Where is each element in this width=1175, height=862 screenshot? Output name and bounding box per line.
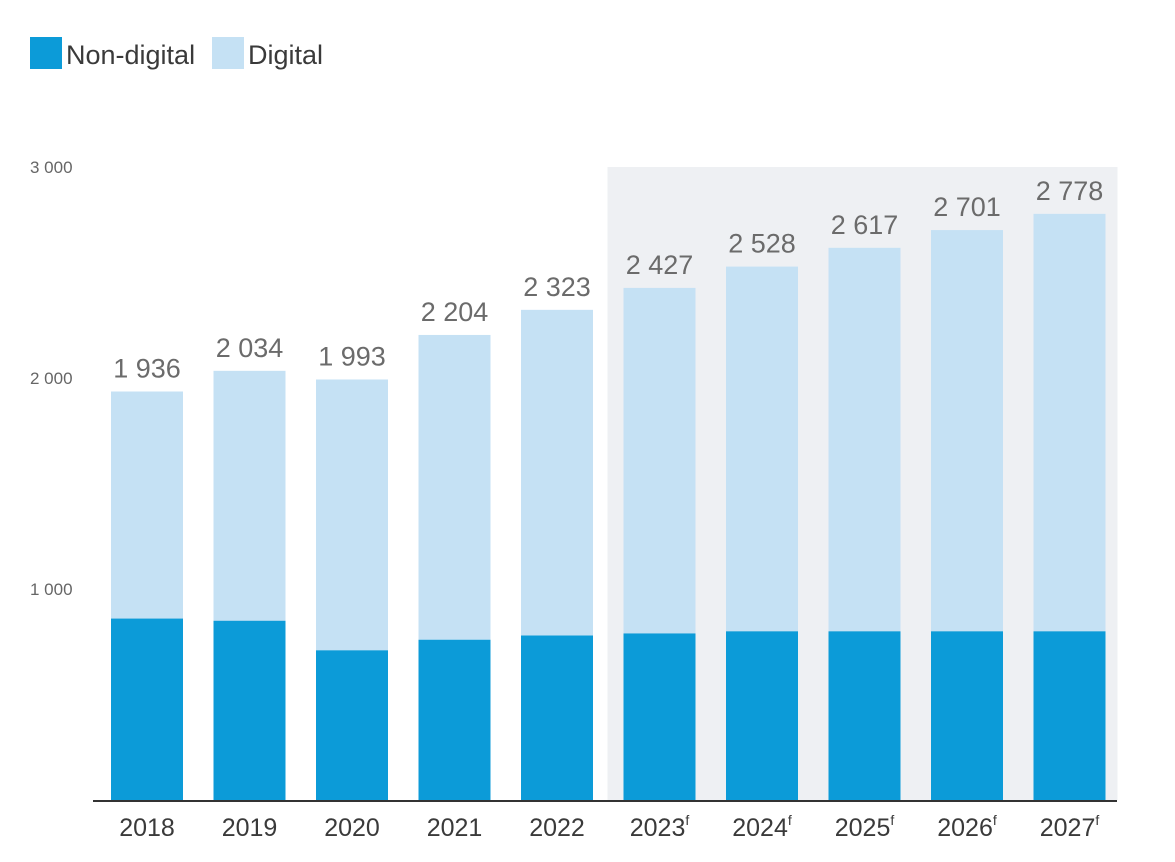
- x-tick-label-2023: 2023f: [630, 812, 690, 842]
- total-label-2019: 2 034: [216, 333, 284, 363]
- y-tick-label: 1 000: [30, 580, 73, 599]
- bar-non-digital-2018: [111, 618, 183, 800]
- bars: [111, 213, 1106, 800]
- total-labels: 1 936 2 034 1 993 2 204 2 323 2 427 2 528 2 617…: [113, 176, 1103, 384]
- x-tick-label-2024: 2024f: [732, 812, 792, 842]
- x-tick-label-2019: 2019: [222, 814, 278, 842]
- total-label-2023: 2 427: [626, 250, 694, 280]
- y-axis: 1 000 2 000 3 000: [30, 158, 73, 599]
- bar-non-digital-2021: [418, 639, 491, 800]
- x-tick-label-2018: 2018: [119, 814, 175, 842]
- bar-digital-2018: [111, 391, 183, 619]
- x-tick-label-2021: 2021: [427, 814, 483, 842]
- bar-non-digital-2026: [931, 631, 1003, 800]
- y-tick-label: 2 000: [30, 369, 73, 388]
- bar-digital-2023: [623, 287, 696, 634]
- total-label-2025: 2 617: [831, 210, 899, 240]
- bar-non-digital-2019: [213, 620, 286, 800]
- bar-digital-2021: [418, 334, 491, 640]
- bar-digital-2024: [726, 266, 798, 632]
- bar-non-digital-2023: [623, 633, 696, 800]
- legend: Non-digital Digital: [30, 37, 323, 70]
- bar-non-digital-2025: [828, 631, 901, 800]
- x-tick-label-2022: 2022: [529, 814, 585, 842]
- legend-swatch-non-digital: [30, 37, 62, 69]
- x-tick-label-2027: 2027f: [1040, 812, 1100, 842]
- bar-digital-2025: [828, 247, 901, 632]
- legend-label-non-digital: Non-digital: [66, 40, 195, 70]
- bar-non-digital-2024: [726, 631, 798, 800]
- bar-non-digital-2022: [521, 635, 593, 800]
- bar-non-digital-2020: [316, 650, 388, 800]
- x-tick-label-2026: 2026f: [937, 812, 997, 842]
- x-tick-label-2020: 2020: [324, 814, 380, 842]
- legend-swatch-digital: [212, 37, 244, 69]
- total-label-2018: 1 936: [113, 354, 181, 384]
- bar-digital-2019: [213, 370, 286, 621]
- total-label-2020: 1 993: [318, 341, 386, 371]
- total-label-2027: 2 778: [1036, 176, 1104, 206]
- bar-non-digital-2027: [1033, 631, 1106, 800]
- total-label-2026: 2 701: [933, 192, 1001, 222]
- bar-digital-2022: [521, 309, 593, 636]
- bar-digital-2026: [931, 230, 1003, 632]
- bar-digital-2020: [316, 379, 388, 651]
- total-label-2024: 2 528: [728, 229, 796, 259]
- bar-digital-2027: [1033, 213, 1106, 632]
- x-axis: 2018 2019 2020 2021 2022 2023f 2024f 2025f 2026f…: [119, 812, 1099, 842]
- total-label-2022: 2 323: [523, 272, 591, 302]
- total-label-2021: 2 204: [421, 297, 489, 327]
- x-tick-label-2025: 2025f: [835, 812, 895, 842]
- y-tick-label: 3 000: [30, 158, 73, 177]
- legend-label-digital: Digital: [248, 40, 323, 70]
